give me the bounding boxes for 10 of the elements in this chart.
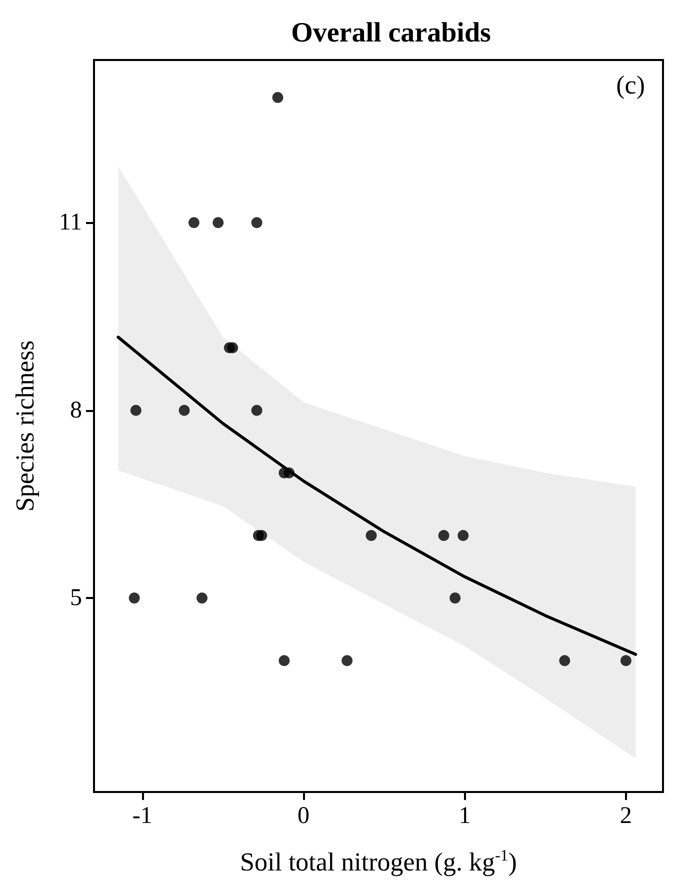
y-tick-label: 5 xyxy=(70,585,82,612)
x-tick-label: 0 xyxy=(298,803,310,829)
x-tick-label: -1 xyxy=(132,803,152,829)
y-tick-label: 8 xyxy=(70,397,82,424)
chart-title: Overall carabids xyxy=(291,18,492,48)
y-axis-title: Species richness xyxy=(10,340,40,512)
x-tick-label: 2 xyxy=(620,803,632,829)
x-tick-label: 1 xyxy=(458,803,471,829)
y-tick-label: 11 xyxy=(58,210,82,236)
annotation: (c) xyxy=(616,70,646,100)
